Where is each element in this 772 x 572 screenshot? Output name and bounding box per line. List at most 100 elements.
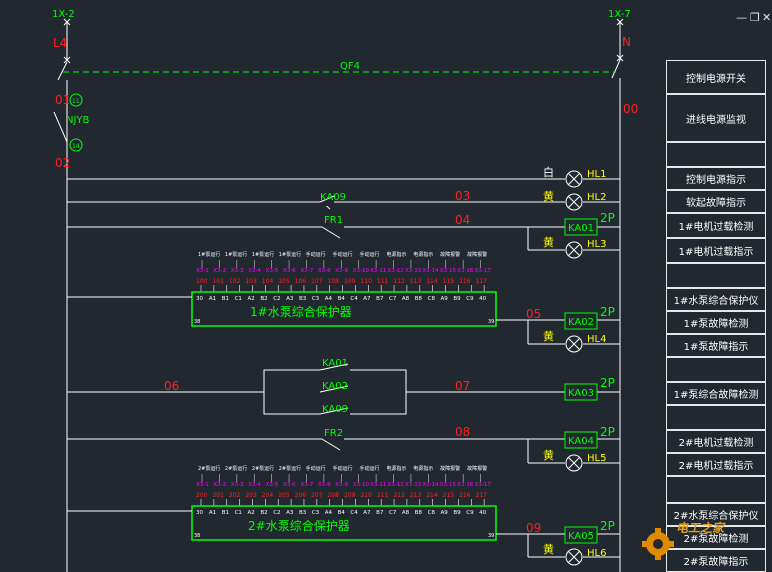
ka09b-contact-blade (319, 407, 349, 415)
protector1-head-label: 电源指示 (413, 251, 433, 258)
protector2-wire-number: 206 (295, 492, 307, 499)
ka03-gap1 (320, 366, 350, 374)
ka01-poles: 2P (600, 211, 615, 225)
wire-05-label: 05 (526, 307, 541, 321)
protector2-pin-label: B7 (376, 510, 384, 516)
protector2-pin-label: A9 (441, 510, 449, 516)
protector1-wire-number: 104 (262, 278, 274, 285)
protector2-xcode: X3-15 (440, 482, 457, 488)
protector1-xcode: X3-3 (231, 268, 244, 274)
hl6-label: HL6 (587, 548, 606, 559)
protector1-pin-label: 40 (479, 296, 486, 302)
protector2-pin-label: C7 (389, 510, 397, 516)
close-icon[interactable]: ✕ (762, 11, 772, 24)
protector2-head-label: 电源指示 (413, 465, 433, 472)
protector2-head-label: 2#泵运行 (225, 465, 247, 472)
ka02-contact-blade (319, 385, 349, 393)
protector2-pin-label: B3 (299, 510, 307, 516)
lamp-cross (568, 338, 580, 350)
protector1-xcode: X3-1 (196, 268, 209, 274)
protector2-xcode: X3-8 (318, 482, 331, 488)
ka02-label: KA02 (568, 317, 594, 328)
protector1-pin-label: C2 (273, 296, 280, 302)
protector2-wire-number: 209 (344, 492, 356, 499)
fr1-blade (321, 226, 341, 239)
ka03-c2: KA02 (322, 381, 348, 392)
ka05-label: KA05 (568, 531, 594, 542)
description-cell (666, 405, 766, 430)
description-cell: 2#电机过载指示 (666, 453, 766, 476)
protector1-xcode: X3-6 (283, 268, 296, 274)
protector1-xcode: X3-11 (370, 268, 386, 274)
protector2-head-label: 2#泵运行 (252, 465, 274, 472)
minimize-icon[interactable]: — (736, 11, 747, 24)
protector2-pin-label: C2 (273, 510, 280, 516)
wire-02-label: 02 (55, 156, 70, 170)
protector2-pin-label: A1 (209, 510, 216, 516)
protector2-wire-number: 205 (278, 492, 290, 499)
ka04-coil (564, 431, 598, 449)
wire-03-label: 03 (455, 189, 470, 203)
protector2-pin-label: C8 (428, 510, 436, 516)
protector2-xcode: X3-10 (353, 482, 370, 488)
njyb-relay (53, 93, 83, 160)
protector2-xcode: X3-2 (213, 482, 226, 488)
protector2-pin-label: B9 (453, 510, 461, 516)
protector2-pin-label: B1 (222, 510, 229, 516)
hl2-color: 黄 (543, 189, 554, 203)
protector2-xcode: X3-6 (283, 482, 296, 488)
protector1-pin-label: C9 (466, 296, 474, 302)
protector2-head-label: 手动运行 (333, 465, 353, 472)
protector2-xcode: X3-4 (248, 482, 261, 488)
lamp-cross (568, 173, 580, 185)
protector1-xcode: X3-7 (300, 268, 313, 274)
protector1-wire-number: 113 (410, 278, 422, 285)
description-cell: 1#泵故障检测 (666, 311, 766, 334)
gear-icon (642, 528, 674, 560)
ka03-c1: KA01 (322, 358, 348, 369)
restore-icon[interactable]: ❐ (750, 11, 760, 24)
protector1-head-label: 故障报警 (467, 251, 487, 258)
protector1-wire-number: 111 (377, 278, 389, 285)
protector2-xcode: X3-16 (457, 482, 474, 488)
protector1-pin-label: C7 (389, 296, 397, 302)
lamp-cross (568, 457, 580, 469)
hl4-label: HL4 (587, 334, 606, 345)
hl1-label: HL1 (587, 169, 606, 180)
protector1-corner-bl: 38 (194, 319, 200, 325)
protector2-head-label: 2#泵运行 (279, 465, 301, 472)
protector2-pin-label: A2 (247, 510, 254, 516)
hl2-label: HL2 (587, 192, 606, 203)
protector1-pin-label: C3 (312, 296, 320, 302)
protector1-pin-label: B1 (222, 296, 229, 302)
protector2-wire-number: 201 (212, 492, 224, 499)
description-cell: 控制电源开关 (666, 60, 766, 94)
contact-14-label: 14 (72, 143, 80, 150)
hl4-color: 黄 (543, 329, 554, 343)
protector1-wire-number: 102 (229, 278, 241, 285)
protector2-pin-label: C9 (466, 510, 474, 516)
protector2-head-label: 手动运行 (306, 465, 326, 472)
protector2-head-label: 手动运行 (359, 465, 379, 472)
protector2-xcode: X3-11 (370, 482, 386, 488)
ka03-gap2 (320, 388, 350, 396)
fr1-gap (322, 223, 344, 231)
protector2-wire-number: 203 (245, 492, 257, 499)
left-terminal-label: 1X-2 (52, 9, 75, 20)
lamp-cross (568, 196, 580, 208)
ka03-coil (564, 383, 598, 401)
description-cell (666, 263, 766, 288)
protector1-pin-label: A2 (247, 296, 254, 302)
description-cell: 1#泵综合故障检测 (666, 382, 766, 405)
protector1-block: 1#泵运行 1#泵运行 1#泵运行 1#泵运行 手动运行 手动运行 手动运行 电源指示 电源指示… (196, 251, 491, 302)
protector2-wire-number: 208 (328, 492, 340, 499)
protector1-wire-number: 103 (245, 278, 257, 285)
protector1-wire-number: 117 (476, 278, 488, 285)
protector2-wire-number: 216 (459, 492, 471, 499)
description-cell (666, 476, 766, 503)
description-cell: 软起故障指示 (666, 190, 766, 213)
ka02-poles: 2P (600, 305, 615, 319)
description-cell: 2#电机过载检测 (666, 430, 766, 453)
protector1-wire-number: 114 (426, 278, 438, 285)
